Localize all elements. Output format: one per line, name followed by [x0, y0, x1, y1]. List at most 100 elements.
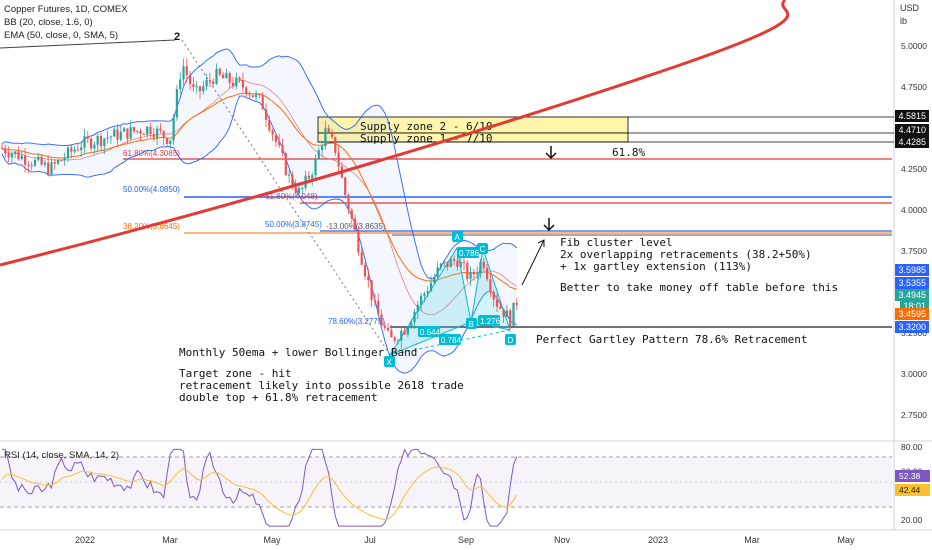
time-tick-5: Nov [554, 535, 571, 545]
rsi-ma-line [1, 466, 518, 520]
time-tick-3: Jul [364, 535, 376, 545]
gartley-note: Perfect Gartley Pattern 78.6% Retracemen… [536, 333, 808, 346]
candle-body [370, 280, 373, 301]
fib-cluster-note-3: + 1x gartley extension (113%) [560, 260, 753, 273]
candle-body [453, 258, 456, 261]
candle-body [195, 86, 198, 88]
candle-body [208, 80, 211, 82]
svg-text:D: D [508, 336, 514, 345]
candle-body [436, 267, 439, 277]
candle-body [495, 299, 499, 307]
candle-body [363, 264, 367, 277]
fib-level-4-048-label: 61.80%(4.048) [265, 192, 318, 201]
fib-arrow-pct: 61.8% [612, 146, 645, 159]
candle-body [278, 141, 281, 146]
monthly-note-1: Monthly 50ema + lower Bollinger Band [179, 346, 418, 359]
candle-body [238, 77, 241, 81]
candle-body [103, 138, 106, 146]
candle-body [47, 162, 50, 175]
price-tick-0: 5.0000 [901, 41, 927, 51]
candle-body [33, 159, 37, 166]
candle-body [406, 327, 409, 335]
candle-body [489, 279, 492, 292]
candle-body [149, 126, 152, 135]
candle-body [53, 162, 56, 164]
candle-body [136, 130, 139, 132]
candle-body [459, 261, 462, 267]
candle-body [90, 138, 93, 149]
candle-body [350, 209, 353, 219]
candle-body [106, 137, 109, 139]
down-arrow-2 [543, 218, 555, 232]
fib-level-3-8745-label: 50.00%(3.8745) [265, 220, 322, 229]
peak-label: 2 [174, 31, 180, 43]
candle-body [505, 310, 508, 317]
candle-body [307, 175, 310, 179]
candle-body [169, 140, 172, 144]
candle-body [7, 153, 10, 158]
time-tick-6: 2023 [648, 535, 668, 545]
candle-body [159, 128, 162, 131]
bb-lower [1, 95, 518, 374]
currency-label: USD [900, 3, 920, 13]
ema-legend[interactable]: EMA (50, close, 0, SMA, 5) [4, 30, 119, 41]
monthly-note-4: retracement likely into possible 2618 tr… [179, 379, 464, 392]
candle-body [476, 272, 479, 275]
fib-cluster-note-5: Better to take money off table before th… [560, 281, 839, 294]
candle-body [99, 136, 103, 146]
symbol-legend[interactable]: Copper Futures, 1D, COMEX [4, 4, 128, 15]
candle-body [264, 109, 268, 120]
price-tick-5: 3.7500 [901, 246, 927, 256]
candles-group [0, 58, 518, 349]
candle-body [43, 162, 46, 165]
candle-body [63, 158, 66, 161]
candle-body [57, 160, 60, 164]
fib-cluster-note-2: 2x overlapping retracements (38.2+50%) [560, 248, 812, 261]
price-label-0: 4.5815 [895, 110, 929, 122]
candle-body [129, 127, 132, 139]
time-axis: 2022 Mar May Jul Sep Nov 2023 Mar May [75, 535, 855, 545]
trend-curve [0, 0, 790, 267]
candle-body [126, 128, 129, 139]
bb-legend[interactable]: BB (20, close, 1.6, 0) [4, 17, 93, 28]
candle-body [235, 77, 238, 87]
candle-body [86, 136, 89, 139]
rsi-line [2, 448, 518, 527]
candle-body [50, 162, 53, 175]
candle-body [393, 337, 396, 341]
candle-body [433, 276, 436, 283]
candle-body [360, 252, 363, 265]
time-tick-8: May [837, 535, 855, 545]
resistance-line [0, 39, 176, 49]
candle-body [202, 86, 205, 92]
candle-body [344, 177, 347, 195]
candle-body [30, 165, 33, 167]
price-tick-9: 2.7500 [901, 410, 927, 420]
candle-body [429, 282, 433, 292]
candle-body [245, 87, 248, 95]
svg-text:1.276: 1.276 [480, 317, 501, 326]
candle-body [413, 311, 416, 323]
rsi-legend[interactable]: RSI (14, close, SMA, 14, 2) [4, 450, 120, 461]
price-label-3: 3.5985 [895, 264, 929, 276]
rsi-value-1: 42.44 [899, 485, 921, 495]
candle-body [383, 325, 386, 328]
candle-body [83, 136, 86, 148]
price-label-5: 3.4945 [895, 289, 929, 301]
candle-body [156, 128, 159, 138]
candle-body [492, 291, 495, 300]
candle-body [390, 330, 393, 338]
candle-body [446, 261, 449, 267]
candle-body [334, 137, 337, 153]
candle-body [377, 300, 380, 315]
candle-body [271, 130, 274, 135]
candle-body [215, 68, 218, 84]
price-label-7: 3.4595 [895, 308, 929, 320]
monthly-note-3: Target zone - hit [179, 367, 292, 380]
candle-body [347, 194, 350, 210]
candle-body [27, 164, 30, 166]
candle-body [380, 314, 383, 326]
candle-body [515, 302, 518, 305]
